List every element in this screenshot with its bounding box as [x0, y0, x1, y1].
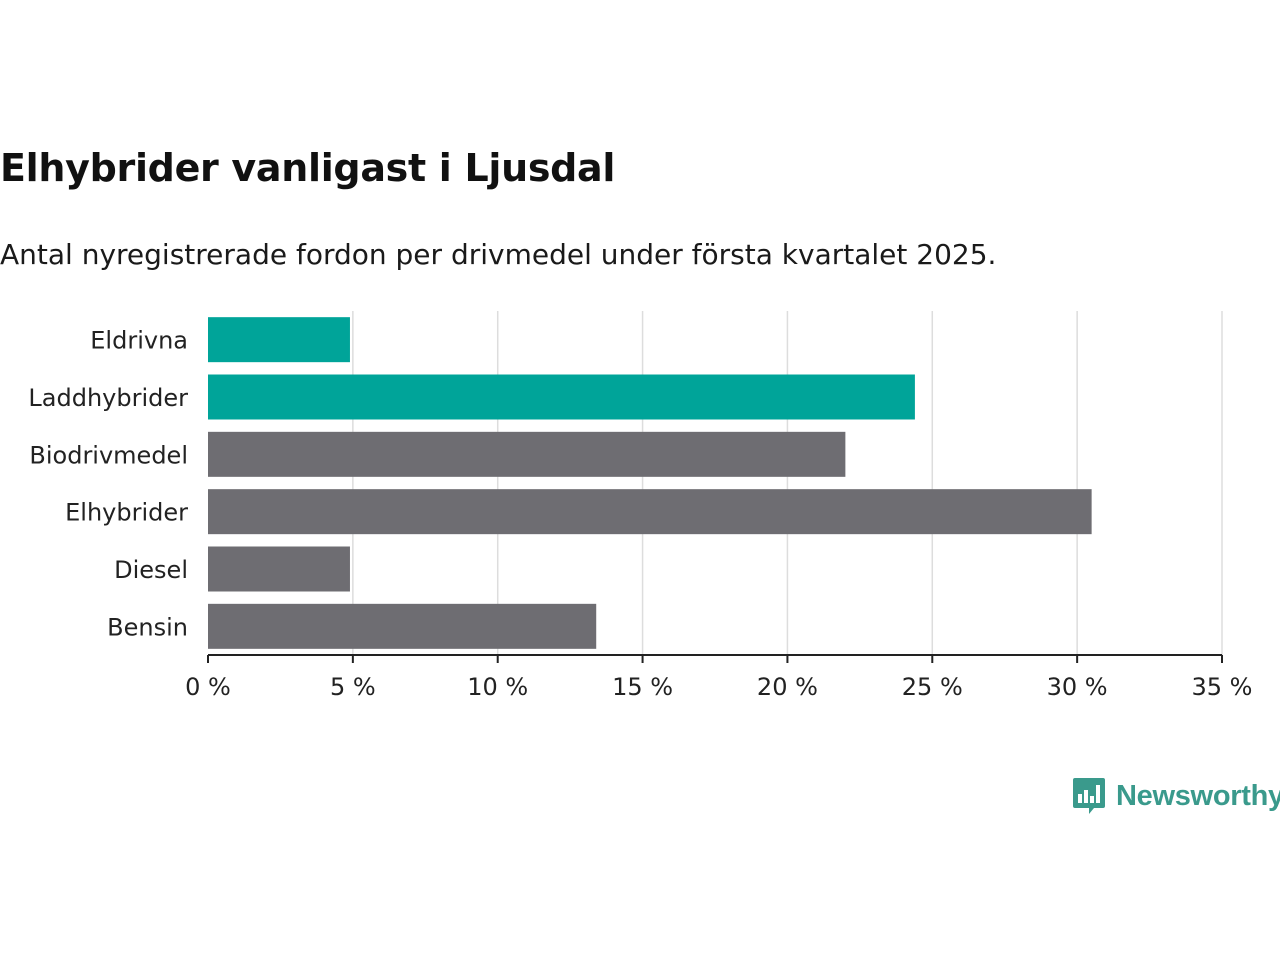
- bar-elhybrider: [208, 489, 1092, 535]
- category-label: Laddhybrider: [28, 384, 188, 412]
- gridlines: [352, 311, 1223, 655]
- bar-eldrivna: [208, 317, 350, 363]
- bar-biodrivmedel: [208, 431, 846, 477]
- bars: [208, 317, 1092, 649]
- bar-laddhybrider: [208, 374, 915, 420]
- x-axis: 0 % 5 % 10 % 15 % 20 % 25 % 30 % 35 %: [185, 654, 1253, 701]
- x-tick-label: 30 %: [1047, 673, 1108, 701]
- category-label: Diesel: [114, 556, 188, 584]
- brand-name: Newsworthy: [1116, 779, 1280, 812]
- x-tick-label: 0 %: [185, 673, 231, 701]
- x-tick-label: 35 %: [1192, 673, 1253, 701]
- x-tick-label: 10 %: [467, 673, 528, 701]
- y-axis-labels: Eldrivna Laddhybrider Biodrivmedel Elhybrid…: [28, 327, 188, 642]
- x-tick-label: 15 %: [612, 673, 673, 701]
- category-label: Biodrivmedel: [29, 441, 188, 469]
- x-tick-label: 5 %: [330, 673, 376, 701]
- category-label: Eldrivna: [90, 327, 188, 355]
- category-label: Bensin: [107, 613, 188, 641]
- x-tick-label: 25 %: [902, 673, 963, 701]
- bar-diesel: [208, 546, 350, 592]
- newsworthy-logo: Newsworthy: [1072, 776, 1280, 816]
- chart-subtitle: Antal nyregistrerade fordon per drivmede…: [0, 238, 997, 271]
- x-tick-label: 20 %: [757, 673, 818, 701]
- newsworthy-logo-icon: [1073, 778, 1105, 814]
- chart-title: Elhybrider vanligast i Ljusdal: [0, 146, 616, 190]
- bar-bensin: [208, 603, 597, 649]
- category-label: Elhybrider: [65, 499, 188, 527]
